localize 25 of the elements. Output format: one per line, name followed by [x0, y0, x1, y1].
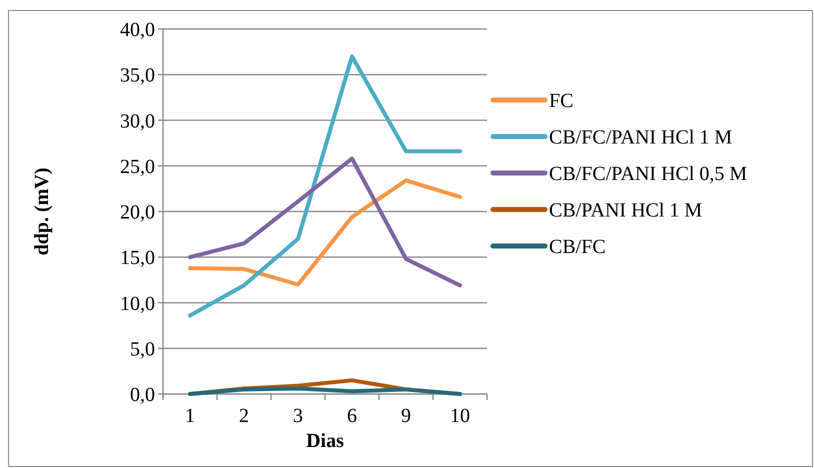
y-tick-label: 30,0	[120, 110, 155, 132]
y-tick-label: 40,0	[120, 19, 155, 41]
x-tick-label: 1	[185, 405, 195, 427]
y-tick-label: 20,0	[120, 202, 155, 224]
legend-label: CB/FC	[549, 236, 606, 258]
y-tick-label: 15,0	[120, 247, 155, 270]
legend-label: CB/FC/PANI HCl 0,5 M	[549, 163, 748, 185]
legend-label: CB/FC/PANI HCl 1 M	[549, 126, 732, 148]
legend-label: CB/PANI HCl 1 M	[549, 200, 702, 222]
y-tick-label: 10,0	[120, 292, 155, 315]
y-axis-title: ddp. (mV)	[31, 168, 53, 256]
x-tick-label: 6	[347, 405, 357, 427]
x-axis-title: Dias	[306, 430, 344, 452]
y-tick-label: 5,0	[130, 338, 155, 360]
line-series	[188, 54, 462, 318]
y-tick-label: 35,0	[120, 64, 155, 87]
line-series	[188, 156, 462, 288]
legend-label: FC	[549, 90, 574, 112]
x-tick-label: 9	[401, 405, 411, 427]
x-tick-label: 3	[293, 405, 303, 427]
x-tick-label: 10	[450, 405, 470, 427]
x-tick-label: 2	[239, 405, 249, 427]
y-tick-label: 0,0	[130, 384, 155, 406]
line-series	[188, 178, 462, 286]
y-tick-label: 25,0	[120, 156, 155, 178]
